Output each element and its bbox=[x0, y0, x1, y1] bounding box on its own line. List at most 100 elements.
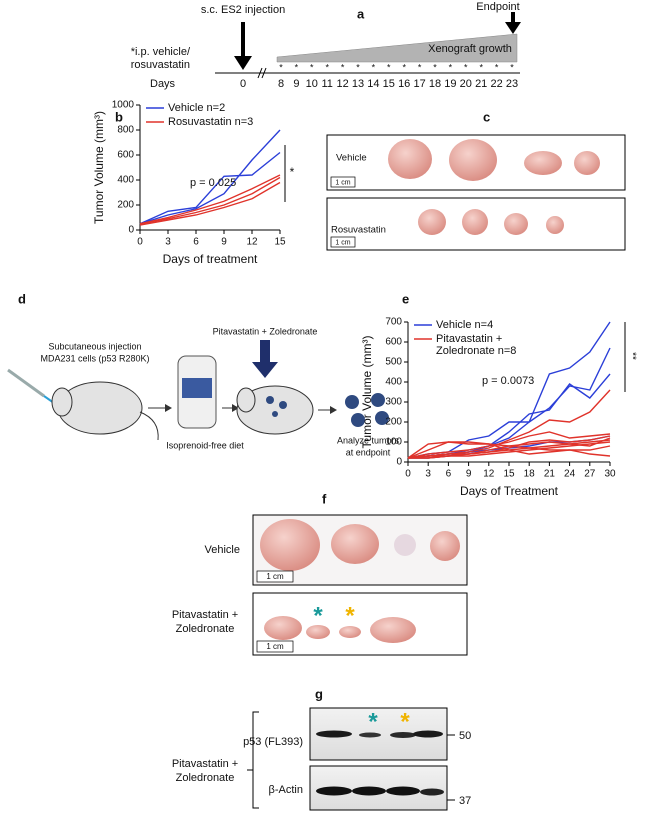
axis-break bbox=[257, 67, 263, 79]
x-tick-label: 0 bbox=[405, 469, 411, 480]
x-tick-label: 6 bbox=[446, 469, 452, 480]
analyze-text: Analyze tumors bbox=[337, 435, 400, 445]
row-label: Vehicle bbox=[336, 153, 367, 164]
day-label: 18 bbox=[429, 78, 441, 90]
arrow-head bbox=[505, 22, 521, 34]
mouse-ear bbox=[236, 387, 256, 413]
x-tick-label: 12 bbox=[483, 469, 495, 480]
data-line bbox=[139, 174, 281, 225]
x-tick-label: 24 bbox=[564, 469, 576, 480]
tumor-dot bbox=[279, 401, 287, 409]
highlight-mark: * bbox=[313, 602, 323, 629]
scale-box bbox=[256, 570, 294, 583]
x-tick-label: 9 bbox=[466, 469, 472, 480]
dose-mark: * bbox=[479, 62, 483, 72]
arrow-head bbox=[252, 362, 278, 378]
dose-mark: * bbox=[402, 62, 406, 72]
group-label: Zoledronate bbox=[176, 772, 235, 784]
dose-mark: * bbox=[295, 62, 299, 72]
tumor-icon bbox=[375, 411, 389, 425]
dose-mark: * bbox=[310, 62, 314, 72]
y-tick-label: 100 bbox=[385, 437, 402, 448]
annotation: ** bbox=[626, 352, 637, 360]
day-label: 16 bbox=[398, 78, 410, 90]
tumor bbox=[546, 216, 564, 234]
bottle-label bbox=[182, 378, 212, 398]
y-tick-label: 200 bbox=[117, 200, 134, 211]
tumor bbox=[462, 209, 488, 235]
y-tick-label: 0 bbox=[128, 225, 134, 236]
day-label: 19 bbox=[444, 78, 456, 90]
legend-item: Pitavastatin + Zoledronate n=8 bbox=[436, 333, 516, 357]
y-tick-label: 700 bbox=[385, 317, 402, 328]
x-tick-label: 15 bbox=[503, 469, 515, 480]
row-label: Pitavastatin + bbox=[172, 609, 238, 621]
dose-mark: * bbox=[279, 62, 283, 72]
x-tick-label: 3 bbox=[425, 469, 431, 480]
tumor bbox=[504, 213, 528, 235]
data-line bbox=[407, 431, 611, 459]
data-line bbox=[139, 151, 281, 225]
tumor-dot bbox=[266, 396, 274, 404]
day-label: 14 bbox=[367, 78, 379, 90]
annotation: p = 0.0073 bbox=[482, 375, 534, 387]
row-label: Vehicle bbox=[205, 544, 240, 556]
injection-label: s.c. ES2 injection bbox=[201, 4, 285, 16]
analyze-text: at endpoint bbox=[346, 447, 391, 457]
y-tick-label: 300 bbox=[385, 397, 402, 408]
dose-mark: * bbox=[495, 62, 499, 72]
x-tick-label: 6 bbox=[193, 237, 199, 248]
x-tick-label: 9 bbox=[221, 237, 227, 248]
scale-label: 1 cm bbox=[266, 642, 284, 651]
days-label: Days bbox=[150, 78, 176, 90]
day-label: 12 bbox=[336, 78, 348, 90]
panel-letter: d bbox=[18, 291, 26, 306]
band bbox=[386, 786, 420, 796]
diet-text: Isoprenoid-free diet bbox=[166, 440, 244, 450]
endpoint-label: Endpoint bbox=[476, 1, 519, 13]
mouse-ear bbox=[51, 387, 73, 417]
y-tick-label: 200 bbox=[385, 417, 402, 428]
scale-box bbox=[330, 176, 356, 188]
dose-mark: * bbox=[325, 62, 329, 72]
panel-letter: e bbox=[402, 291, 409, 306]
tumor bbox=[388, 139, 432, 179]
dose-mark: * bbox=[372, 62, 376, 72]
band bbox=[359, 732, 381, 738]
tumor bbox=[524, 151, 562, 175]
tumor bbox=[394, 534, 416, 556]
day-label: 8 bbox=[278, 78, 284, 90]
legend-item: Rosuvastatin n=3 bbox=[168, 116, 253, 128]
day-label: 21 bbox=[475, 78, 487, 90]
day-label: 20 bbox=[460, 78, 472, 90]
axis-break bbox=[261, 67, 267, 79]
group-label: Pitavastatin + bbox=[172, 758, 238, 770]
growth-wedge bbox=[276, 33, 518, 63]
data-line bbox=[139, 176, 281, 225]
x-tick-label: 0 bbox=[137, 237, 143, 248]
y-axis-label: Tumor Volume (mm³) bbox=[92, 111, 106, 224]
legend-label: Vehicle n=2 bbox=[168, 102, 226, 114]
arrow-head bbox=[165, 404, 172, 412]
panel-letter: b bbox=[115, 109, 123, 124]
row-label: Zoledronate bbox=[176, 623, 235, 635]
arrow-head bbox=[234, 56, 252, 70]
scale-box bbox=[330, 236, 356, 248]
highlight-mark: * bbox=[345, 602, 355, 629]
mouse-tail bbox=[139, 411, 159, 441]
growth-label: Xenograft growth bbox=[428, 43, 512, 55]
mouse bbox=[236, 385, 314, 435]
day-label: 11 bbox=[321, 78, 332, 90]
blot-label: β-Actin bbox=[269, 784, 303, 796]
tumor bbox=[449, 139, 497, 181]
day-label: 15 bbox=[383, 78, 395, 90]
dose-mark: * bbox=[449, 62, 453, 72]
day-label: 17 bbox=[413, 78, 425, 90]
x-tick-label: 27 bbox=[584, 469, 596, 480]
x-tick-label: 12 bbox=[246, 237, 258, 248]
dose-mark: * bbox=[356, 62, 360, 72]
data-line bbox=[139, 129, 281, 225]
treatment-text: Pitavastatin + Zoledronate bbox=[213, 326, 318, 336]
legend-item: Vehicle n=2 bbox=[168, 102, 226, 114]
annotation: * bbox=[290, 165, 295, 179]
